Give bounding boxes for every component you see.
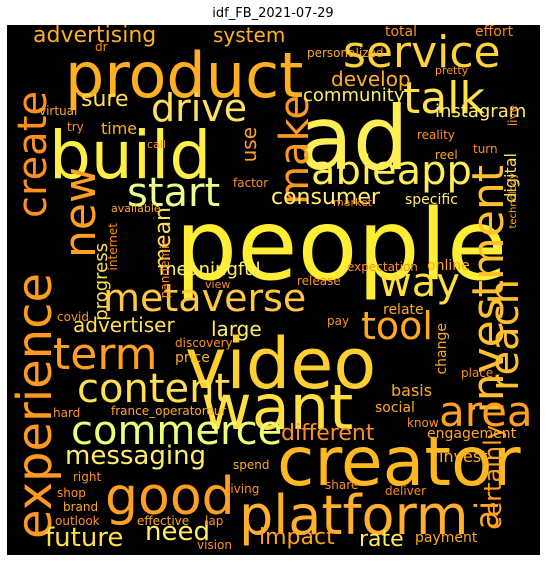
word-service: service: [343, 27, 501, 78]
word-specific: specific: [405, 192, 458, 208]
word-call: call: [147, 138, 166, 151]
word-reality: reality: [417, 128, 455, 142]
word-right: right: [73, 470, 102, 484]
word-people: people: [175, 189, 508, 303]
word-build: build: [49, 117, 212, 194]
word-ad: ad: [299, 87, 409, 190]
word-advertising: advertising: [33, 25, 157, 48]
word-online: online: [427, 258, 470, 274]
word-use: use: [237, 127, 261, 163]
word-platform: platform: [239, 484, 469, 547]
word-spend: spend: [233, 458, 270, 472]
word-large: large: [211, 317, 262, 341]
word-metaverse: metaverse: [103, 276, 307, 320]
word-start: start: [127, 170, 221, 216]
word-messaging: messaging: [65, 441, 207, 471]
word-change: change: [434, 323, 450, 375]
word-available: available: [111, 202, 161, 215]
word-way: way: [379, 260, 460, 306]
word-shop: shop: [57, 486, 86, 500]
word-commerce: commerce: [71, 408, 283, 454]
word-living: living: [227, 482, 260, 496]
word-personalized: personalized: [307, 46, 384, 60]
word-good: good: [105, 467, 235, 527]
word-drive: drive: [151, 86, 248, 130]
word-vision: vision: [197, 538, 232, 552]
word-reel: reel: [435, 148, 458, 162]
word-effort: effort: [475, 25, 514, 40]
word-market: market: [333, 196, 373, 209]
word-experience: experience: [7, 273, 63, 540]
word-virtual: virtual: [39, 104, 78, 118]
word-try: try: [67, 120, 84, 134]
figure-title: idf_FB_2021-07-29: [212, 6, 334, 21]
word-advertiser: advertiser: [73, 313, 175, 337]
word-develop: develop: [331, 67, 411, 91]
word-rate: rate: [359, 527, 404, 552]
word-france-operatorour: france_operatorour: [111, 404, 227, 418]
word-live: live: [506, 105, 520, 127]
word-effective: effective: [137, 514, 190, 528]
word-know: know: [407, 416, 439, 430]
word-need: need: [145, 517, 210, 547]
word-total: total: [385, 25, 418, 40]
word-basis: basis: [391, 381, 433, 400]
word-technology: technology: [508, 173, 519, 229]
word-pandemic: pandemic: [158, 239, 172, 299]
word-area: area: [439, 387, 533, 436]
word-discovery: discovery: [175, 336, 233, 350]
word-system: system: [213, 25, 286, 47]
word-creator: creator: [277, 423, 521, 502]
word-different: different: [281, 421, 375, 446]
word-community: community: [303, 85, 405, 106]
word-content: content: [77, 366, 231, 412]
word-relate: relate: [383, 302, 424, 318]
word-invest: invest: [439, 447, 488, 466]
word-payment: payment: [415, 530, 478, 546]
word-factor: factor: [233, 176, 269, 190]
word-future: future: [45, 523, 124, 553]
word-meaningful: meaningful: [159, 259, 261, 280]
word-impact: impact: [259, 525, 335, 550]
word-sure: sure: [81, 87, 129, 112]
word-expectation: expectation: [347, 260, 418, 274]
word-view: view: [205, 278, 231, 291]
word-deliver: deliver: [385, 484, 427, 498]
word-consumer: consumer: [271, 185, 380, 210]
word-time: time: [101, 119, 138, 138]
word-pretty: pretty: [435, 64, 469, 77]
word-lap: lap: [205, 514, 224, 528]
word-covid: covid: [57, 310, 89, 324]
word-instagram: instagram: [435, 101, 527, 122]
word-want: want: [201, 371, 354, 444]
word-cloud: people ad product build video creator want good…: [7, 25, 540, 555]
word-share: share: [325, 478, 359, 492]
word-internet: internet: [106, 223, 120, 271]
word-video: video: [185, 323, 377, 405]
word-place: place: [461, 366, 494, 380]
word-outlook: outlook: [55, 514, 100, 528]
word-pay: pay: [327, 314, 350, 328]
word-dr: dr: [95, 40, 108, 54]
word-release: release: [297, 274, 341, 288]
word-ableapp: ableapp: [311, 148, 472, 194]
word-tool: tool: [361, 304, 433, 348]
word-talk: talk: [403, 73, 485, 124]
word-turn: turn: [473, 142, 498, 156]
word-product: product: [65, 39, 304, 112]
word-term: term: [53, 329, 158, 380]
word-hard: hard: [53, 406, 81, 420]
word-price: price: [175, 350, 210, 366]
word-social: social: [375, 400, 415, 416]
word-brand: brand: [63, 500, 99, 514]
word-engagement: engagement: [427, 426, 517, 442]
